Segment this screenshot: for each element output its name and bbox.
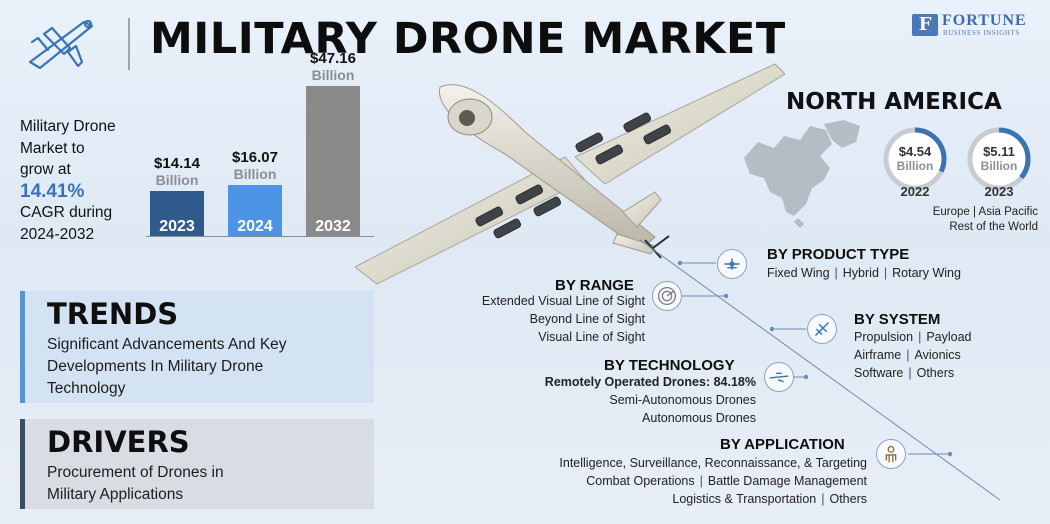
bar-value-label: $16.07 Billion xyxy=(215,149,295,183)
bar-year-label: 2032 xyxy=(315,218,351,235)
ring-unit: Billion xyxy=(896,159,934,173)
logo-name: FORTUNE xyxy=(942,12,1027,29)
soldier-icon xyxy=(876,439,906,469)
system-row: Propulsion | Payload xyxy=(854,330,972,344)
drivers-body: Procurement of Drones in Military Applic… xyxy=(47,462,374,506)
product-type-items: Fixed Wing | Hybrid | Rotary Wing xyxy=(767,266,961,280)
north-america-title: NORTH AMERICA xyxy=(786,89,1002,115)
ring-year: 2022 xyxy=(900,184,930,199)
market-ring-2022 xyxy=(883,127,947,191)
ring-value: $5.11 xyxy=(983,144,1015,159)
bar-year-label: 2024 xyxy=(237,218,273,235)
logo-tagline: BUSINESS INSIGHTS xyxy=(943,29,1020,37)
trends-body: Significant Advancements And Key Develop… xyxy=(47,334,374,400)
application-line: Intelligence, Surveillance, Reconnaissan… xyxy=(559,456,867,470)
bar-unit: Billion xyxy=(311,67,355,83)
system-row: Software | Others xyxy=(854,366,955,380)
trends-line: Technology xyxy=(47,380,126,397)
bar-value: $14.14 xyxy=(154,155,200,172)
brand-logo: F FORTUNE BUSINESS INSIGHTS xyxy=(912,12,1037,40)
range-item: Visual Line of Sight xyxy=(538,330,645,344)
ring-unit: Billion xyxy=(980,159,1018,173)
system-item: Others xyxy=(916,366,955,380)
system-item: Avionics xyxy=(914,348,961,362)
ring-year: 2023 xyxy=(984,184,1014,199)
header-divider xyxy=(128,18,130,70)
system-item: Software xyxy=(854,366,904,380)
bar-value: $16.07 xyxy=(232,149,278,166)
range-title: BY RANGE xyxy=(555,277,634,294)
ring-value-label: $5.11 Billion xyxy=(964,144,1034,174)
system-item: Airframe xyxy=(854,348,902,362)
trends-line: Significant Advancements And Key xyxy=(47,336,287,353)
application-item: Logistics & Transportation xyxy=(672,492,817,506)
system-title: BY SYSTEM xyxy=(854,311,941,328)
ring-progress-arc xyxy=(883,127,947,191)
product-type-item: Hybrid xyxy=(842,266,879,280)
range-item: Beyond Line of Sight xyxy=(529,312,645,326)
product-type-item: Rotary Wing xyxy=(892,266,961,280)
other-regions: Europe | Asia Pacific Rest of the World xyxy=(890,205,1038,235)
drivers-line: Procurement of Drones in xyxy=(47,464,224,481)
drivers-line: Military Applications xyxy=(47,486,184,503)
cagr-period: 2024-2032 xyxy=(20,225,95,243)
regions-line: Rest of the World xyxy=(949,221,1038,233)
technology-lead: Remotely Operated Drones: 84.18% xyxy=(544,375,756,389)
drone-icon xyxy=(28,19,94,70)
technology-title: BY TECHNOLOGY xyxy=(604,357,735,374)
system-item: Payload xyxy=(926,330,972,344)
system-item: Propulsion xyxy=(854,330,914,344)
drone-side-icon xyxy=(764,362,794,392)
bar-2024: 2024 xyxy=(228,185,282,236)
bar-unit: Billion xyxy=(233,166,277,182)
bar-year-label: 2023 xyxy=(159,218,195,235)
market-ring-2023 xyxy=(967,127,1031,191)
product-type-item: Fixed Wing xyxy=(767,266,830,280)
application-row: Logistics & Transportation | Others xyxy=(672,492,867,506)
bar-2032: 2032 xyxy=(306,86,360,236)
bar-value: $47.16 xyxy=(310,50,356,67)
cagr-line: CAGR during xyxy=(20,204,113,221)
cagr-line: Market to xyxy=(20,139,85,157)
drone-top-icon xyxy=(717,249,747,279)
technology-item: Semi-Autonomous Drones xyxy=(609,393,756,407)
trends-line: Developments In Military Drone xyxy=(47,358,264,375)
application-item: Others xyxy=(829,492,867,506)
application-row: Combat Operations | Battle Damage Manageme… xyxy=(586,474,867,488)
cagr-line: grow at xyxy=(20,161,71,178)
system-row: Airframe | Avionics xyxy=(854,348,961,362)
drivers-panel: DRIVERS Procurement of Drones in Militar… xyxy=(20,419,374,509)
cagr-line: Military Drone xyxy=(20,118,116,135)
regions-line: Europe | Asia Pacific xyxy=(932,206,1038,218)
application-title: BY APPLICATION xyxy=(720,436,845,453)
radar-icon xyxy=(652,281,682,311)
application-item: Battle Damage Management xyxy=(707,474,867,488)
bar-2023: 2023 xyxy=(150,191,204,236)
range-item: Extended Visual Line of Sight xyxy=(481,294,645,308)
drone-illustration xyxy=(355,63,785,285)
product-type-title: BY PRODUCT TYPE xyxy=(767,246,910,263)
trends-panel: TRENDS Significant Advancements And Key … xyxy=(20,291,374,403)
trends-title: TRENDS xyxy=(47,297,179,331)
cagr-summary: Military Drone Market to grow at 14.41% … xyxy=(20,116,150,245)
bar-value-label: $14.14 Billion xyxy=(137,155,217,189)
ring-progress-arc xyxy=(967,127,1031,191)
bar-unit: Billion xyxy=(155,172,199,188)
cagr-rate: 14.41% xyxy=(20,180,85,202)
fortune-logo-mark: F xyxy=(912,14,938,36)
ring-value-label: $4.54 Billion xyxy=(880,144,950,174)
technology-item: Autonomous Drones xyxy=(642,411,756,425)
drivers-title: DRIVERS xyxy=(47,425,190,459)
ring-value: $4.54 xyxy=(898,144,932,159)
bar-chart-baseline xyxy=(146,236,374,237)
page-title: MILITARY DRONE MARKET xyxy=(150,14,786,64)
north-america-map xyxy=(744,120,860,228)
bar-value-label: $47.16 Billion xyxy=(293,50,373,84)
drone-system-icon xyxy=(807,314,837,344)
application-item: Combat Operations xyxy=(586,474,695,488)
